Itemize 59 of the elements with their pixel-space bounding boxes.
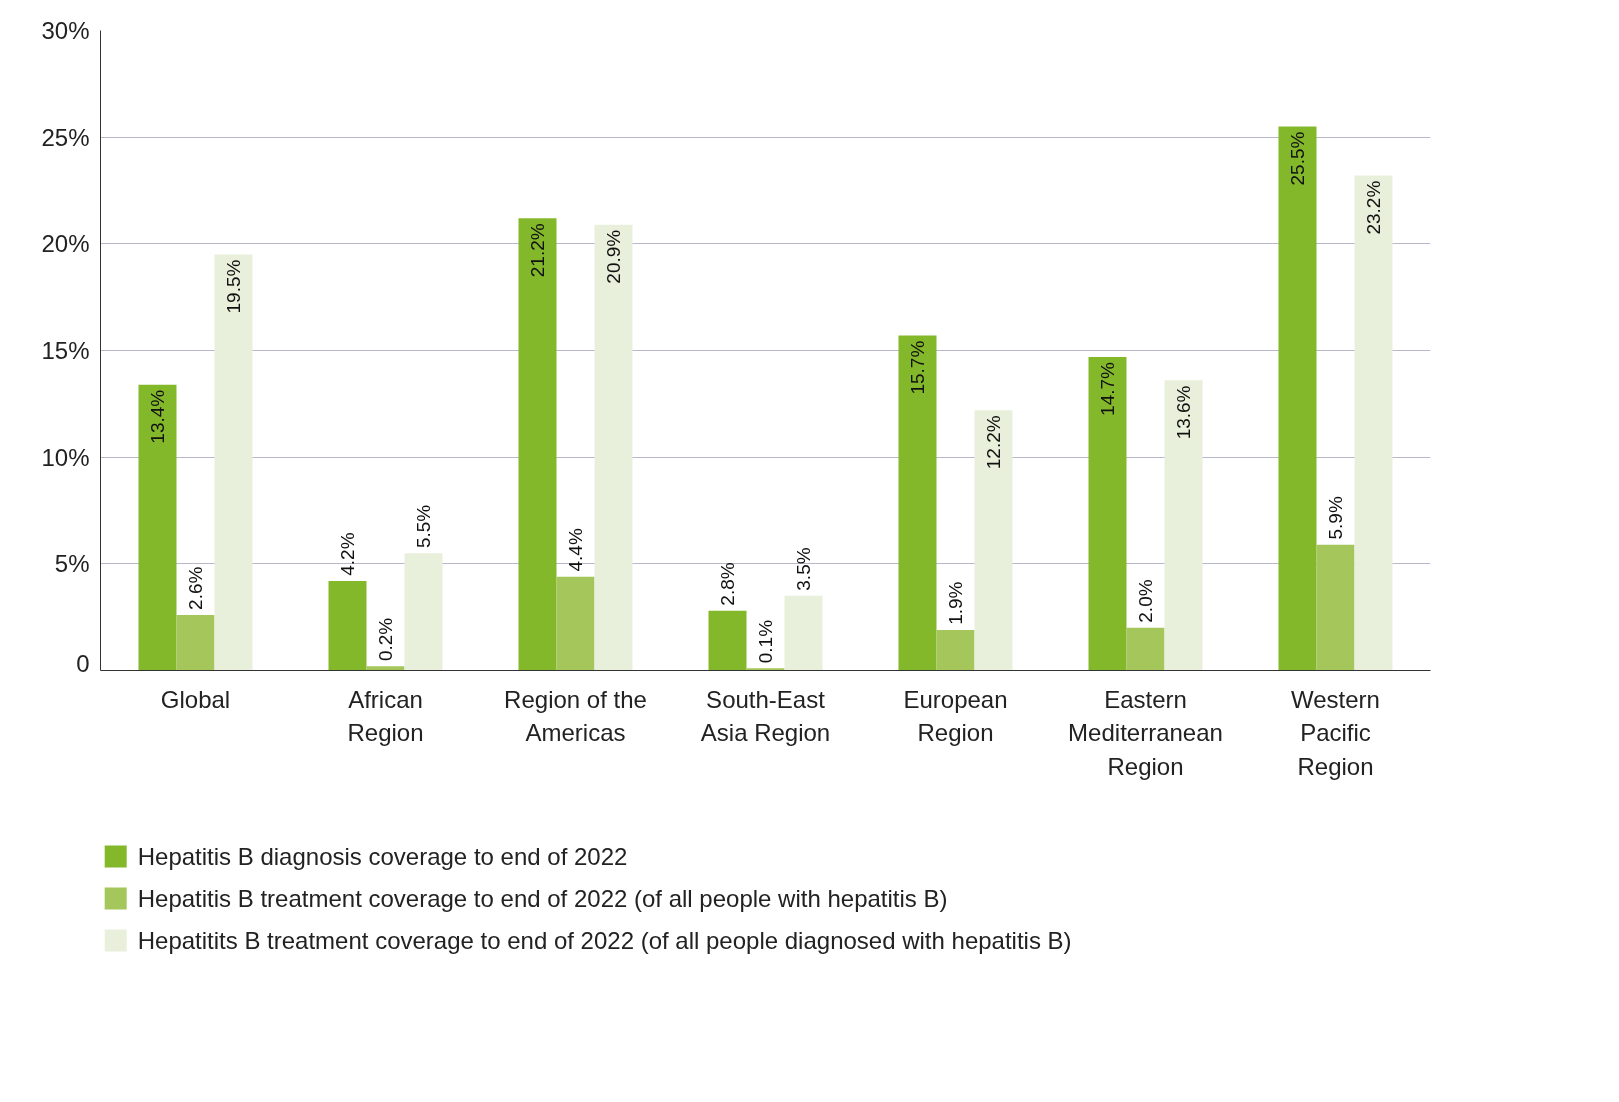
- y-tick-label: 0: [76, 649, 90, 677]
- bar: [1278, 126, 1317, 671]
- y-tick-label: 20%: [41, 230, 90, 258]
- bar: [1354, 175, 1393, 671]
- bar: [746, 668, 785, 671]
- legend-label: Hepatitis B diagnosis coverage to end of 2022: [137, 843, 628, 870]
- bar: [176, 615, 215, 671]
- bar: [974, 410, 1013, 671]
- x-tick-label: African Region: [347, 685, 424, 747]
- y-tick-label: 15%: [41, 337, 90, 364]
- x-tick-label: European Region: [903, 685, 1008, 747]
- data-label: 23.2%: [1363, 180, 1384, 235]
- y-tick-label: 30%: [41, 17, 90, 44]
- bar: [214, 254, 253, 671]
- data-label: 13.4%: [147, 389, 168, 444]
- data-label: 21.2%: [527, 223, 548, 278]
- x-tick-label: Western Pacific Region: [1291, 685, 1380, 780]
- bar: [784, 595, 823, 671]
- bar: [898, 335, 937, 671]
- bar: [1126, 627, 1165, 671]
- data-label: 2.6%: [185, 566, 206, 610]
- data-label: 25.5%: [1287, 131, 1308, 186]
- bar: [138, 384, 177, 671]
- bar: [328, 580, 367, 671]
- x-tick-label: Global: [160, 685, 231, 713]
- bar: [1316, 544, 1355, 671]
- data-label: 1.9%: [945, 581, 966, 625]
- bar: [708, 610, 747, 671]
- bar: [594, 224, 633, 671]
- bar: [1088, 356, 1127, 671]
- data-label: 5.9%: [1325, 496, 1346, 540]
- bar: [518, 218, 557, 671]
- data-label: 14.7%: [1097, 361, 1118, 416]
- bar: [936, 629, 975, 671]
- data-label: 5.5%: [413, 504, 434, 549]
- y-tick-label: 25%: [41, 123, 90, 151]
- data-label: 2.8%: [717, 562, 738, 606]
- bar: [556, 576, 595, 671]
- data-label: 12.2%: [983, 415, 1004, 470]
- data-label: 15.7%: [907, 340, 928, 395]
- data-label: 4.4%: [565, 528, 586, 572]
- bar: [404, 553, 443, 671]
- bar: [1164, 380, 1203, 671]
- data-label: 13.6%: [1173, 385, 1194, 440]
- data-label: 20.9%: [603, 229, 624, 284]
- data-label: 19.5%: [223, 259, 244, 314]
- data-label: 3.5%: [793, 547, 814, 591]
- data-label: 0.2%: [375, 617, 396, 662]
- data-label: 4.2%: [337, 532, 358, 576]
- x-tick-label: Eastern Mediterranean Region: [1068, 685, 1223, 780]
- bar: [366, 666, 405, 671]
- data-label: 2.0%: [1135, 579, 1156, 623]
- legend-label: Hepatitis B treatment coverage to end of 2022 (of all people with hepatitis B): [137, 885, 948, 912]
- y-tick-label: 5%: [54, 550, 90, 578]
- legend-label: Hepatitits B treatment coverage to end of 2022 (of all people diagnosed with hepatitis B): [137, 927, 1072, 954]
- x-tick-label: Region of the Americas: [504, 685, 647, 747]
- x-tick-label: South-East Asia Region: [700, 685, 831, 747]
- y-tick-label: 10%: [41, 443, 90, 471]
- data-label: 0.1%: [755, 619, 776, 664]
